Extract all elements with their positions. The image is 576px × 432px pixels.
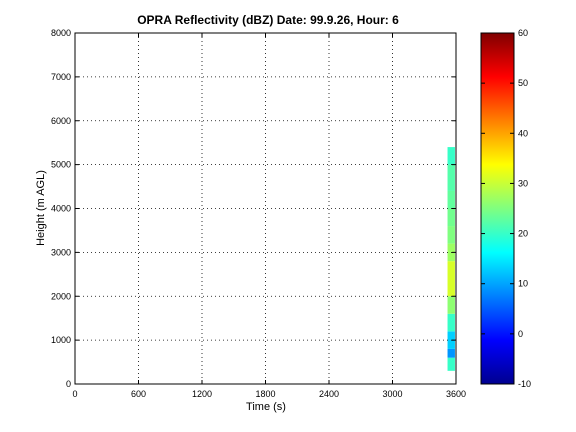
y-axis: 0 1000 2000 3000 4000 5000 6000 7000 8000 [51, 28, 456, 389]
y-tick-label: 0 [66, 379, 71, 389]
chart-title: OPRA Reflectivity (dBZ) Date: 99.9.26, H… [137, 13, 399, 27]
x-tick-label: 3000 [382, 389, 402, 399]
x-tick-label: 1200 [192, 389, 212, 399]
x-tick-label: 3600 [446, 389, 466, 399]
colorbar-tick-label: 30 [518, 178, 528, 188]
reflectivity-cell [447, 296, 455, 314]
reflectivity-cell [447, 208, 455, 227]
x-tick-label: 1800 [255, 389, 275, 399]
colorbar-tick-label: 60 [518, 28, 528, 38]
reflectivity-cell [447, 190, 455, 209]
y-tick-label: 2000 [51, 291, 71, 301]
reflectivity-cell [447, 226, 455, 244]
y-tick-label: 6000 [51, 116, 71, 126]
reflectivity-cell [447, 164, 455, 191]
y-tick-label: 4000 [51, 204, 71, 214]
colorbar [480, 32, 515, 385]
reflectivity-cell [447, 348, 455, 358]
grid-lines [75, 33, 456, 384]
y-axis-label: Height (m AGL) [35, 170, 47, 246]
reflectivity-cell [447, 357, 455, 371]
colorbar-tick-label: 20 [518, 229, 528, 239]
colorbar-tick-label: 40 [518, 128, 528, 138]
colorbar-tick-label: 10 [518, 279, 528, 289]
colorbar-tick-label: -10 [518, 379, 531, 389]
reflectivity-cell [447, 261, 455, 297]
x-axis-label: Time (s) [246, 401, 286, 413]
reflectivity-cell [447, 147, 455, 165]
y-tick-label: 8000 [51, 28, 71, 38]
colorbar-tick-label: 0 [518, 329, 523, 339]
y-tick-label: 1000 [51, 335, 71, 345]
x-tick-label: 2400 [319, 389, 339, 399]
x-tick-label: 0 [72, 389, 77, 399]
colorbar-tick-label: 50 [518, 78, 528, 88]
colorbar-ticks: -10 0 10 20 30 40 50 60 [481, 28, 531, 389]
x-tick-label: 600 [131, 389, 146, 399]
y-tick-label: 5000 [51, 160, 71, 170]
y-tick-label: 7000 [51, 72, 71, 82]
plot-area [447, 147, 455, 371]
reflectivity-cell [447, 313, 455, 332]
x-axis: 0 600 1200 1800 2400 3000 3600 [72, 33, 466, 399]
y-tick-label: 3000 [51, 247, 71, 257]
